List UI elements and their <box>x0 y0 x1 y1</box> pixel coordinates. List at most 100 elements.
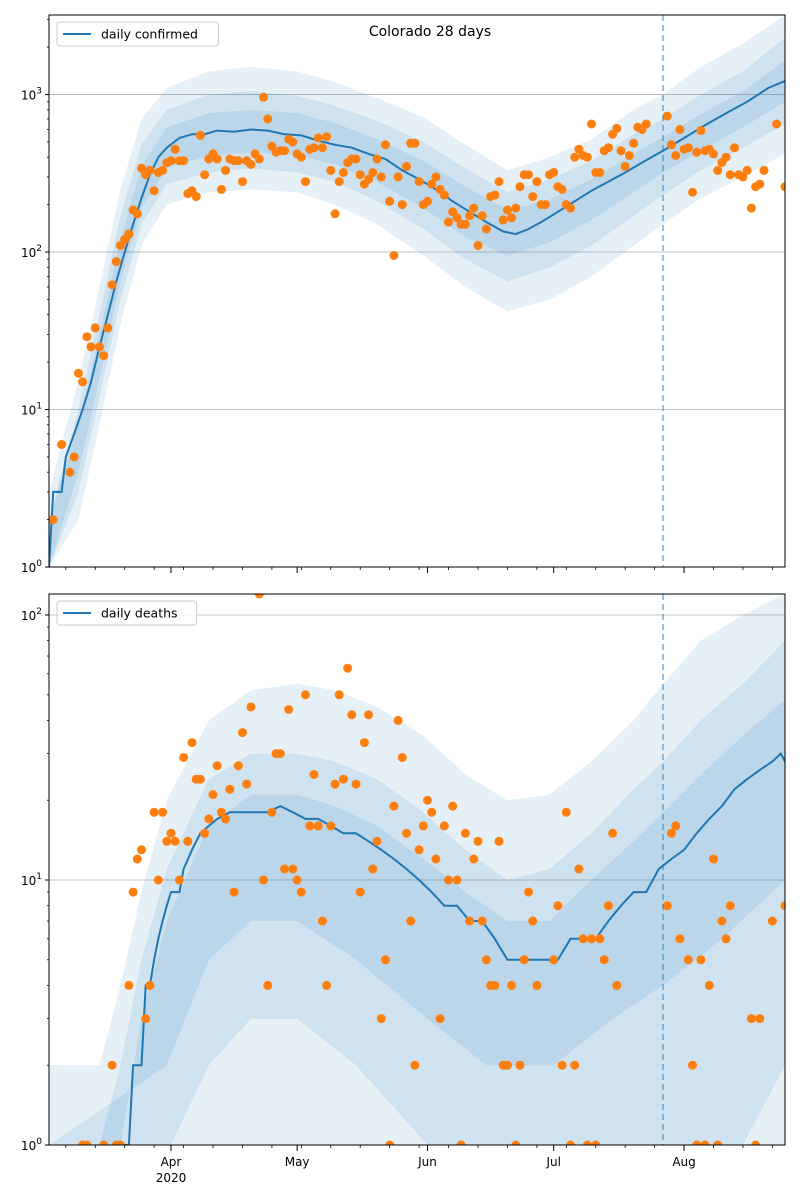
observed-point <box>696 126 706 136</box>
observed-point <box>444 875 453 885</box>
observed-point <box>73 368 83 378</box>
observed-point <box>132 854 142 864</box>
observed-point <box>502 205 512 215</box>
observed-point <box>259 875 268 885</box>
observed-point <box>305 821 315 831</box>
observed-point <box>149 186 159 196</box>
observed-point <box>675 934 685 944</box>
observed-point <box>221 165 231 175</box>
observed-point <box>195 774 205 784</box>
observed-point <box>549 168 559 177</box>
y-tick-label: 101 <box>21 872 42 888</box>
observed-point <box>414 177 424 187</box>
observed-point <box>494 836 504 846</box>
observed-point <box>216 807 226 817</box>
observed-point <box>402 828 411 838</box>
observed-point <box>582 1140 592 1145</box>
observed-point <box>233 156 243 166</box>
observed-point <box>195 130 205 140</box>
observed-point <box>397 200 407 210</box>
observed-point <box>473 836 483 846</box>
observed-point <box>507 213 517 223</box>
observed-point <box>364 174 374 184</box>
observed-point <box>746 203 756 213</box>
observed-point <box>561 807 571 817</box>
observed-point <box>557 184 567 194</box>
observed-point <box>292 875 302 885</box>
median-series-line <box>124 751 785 1145</box>
observed-point <box>145 980 155 990</box>
observed-point <box>359 738 369 748</box>
observed-point <box>427 179 437 189</box>
uncertainty-band-1 <box>49 594 785 1145</box>
observed-point <box>498 215 508 225</box>
observed-point <box>326 821 336 831</box>
observed-point <box>549 955 559 965</box>
observed-point <box>591 1140 601 1145</box>
observed-point <box>528 192 538 202</box>
observed-point <box>730 143 739 153</box>
axes-frame <box>48 593 786 1146</box>
y-tick-label: 103 <box>21 87 42 103</box>
observed-point <box>507 980 517 990</box>
observed-point <box>494 177 504 187</box>
observed-point <box>700 1140 710 1145</box>
observed-point <box>187 738 197 748</box>
observed-point <box>671 151 681 160</box>
observed-point <box>692 147 702 157</box>
observed-point <box>767 916 777 926</box>
observed-point <box>238 728 247 738</box>
observed-point <box>524 887 533 897</box>
observed-point <box>481 955 491 965</box>
observed-point <box>107 280 117 290</box>
observed-point <box>578 934 588 944</box>
observed-point <box>313 821 323 831</box>
observed-point <box>263 980 273 990</box>
observed-point <box>587 119 596 129</box>
observed-point <box>132 209 142 219</box>
observed-point <box>704 980 714 990</box>
observed-point <box>742 165 752 175</box>
observed-point <box>149 807 159 817</box>
observed-point <box>557 1060 567 1070</box>
observed-point <box>603 901 613 911</box>
observed-point <box>612 123 622 133</box>
y-tick-label: 100 <box>21 1137 42 1153</box>
observed-point <box>338 168 348 177</box>
y-tick-label: 100 <box>21 559 42 575</box>
observed-point <box>473 241 483 250</box>
observed-point <box>402 161 411 171</box>
observed-point <box>166 156 176 166</box>
observed-point <box>385 1140 395 1145</box>
observed-point <box>696 955 706 965</box>
observed-point <box>469 203 479 213</box>
y-tick-label: 102 <box>21 244 42 260</box>
observed-point <box>717 916 727 926</box>
observed-point <box>280 864 289 874</box>
observed-point <box>709 149 718 159</box>
observed-point <box>376 172 386 182</box>
observed-point <box>69 452 79 462</box>
observed-point <box>313 133 323 143</box>
deaths-chart-panel: 100 101 102 Apr May Jun Jul Aug 2020 daily deaths <box>21 593 786 1185</box>
legend-label: daily confirmed <box>101 27 198 42</box>
observed-point <box>431 172 441 182</box>
observed-point <box>780 182 785 192</box>
observed-point <box>200 170 210 180</box>
observed-point <box>137 845 146 855</box>
observed-point <box>688 187 697 197</box>
observed-point <box>603 143 613 153</box>
observed-point <box>524 170 533 180</box>
observed-point <box>721 152 731 162</box>
observed-point <box>465 916 475 926</box>
observed-point <box>738 172 748 182</box>
observed-point <box>389 251 399 260</box>
observed-point <box>158 807 168 817</box>
observed-point <box>515 1060 525 1070</box>
observed-point <box>82 1140 92 1145</box>
median-series-line <box>49 80 785 567</box>
observed-point <box>124 980 134 990</box>
observed-point <box>629 138 639 148</box>
observed-point <box>116 1140 125 1145</box>
